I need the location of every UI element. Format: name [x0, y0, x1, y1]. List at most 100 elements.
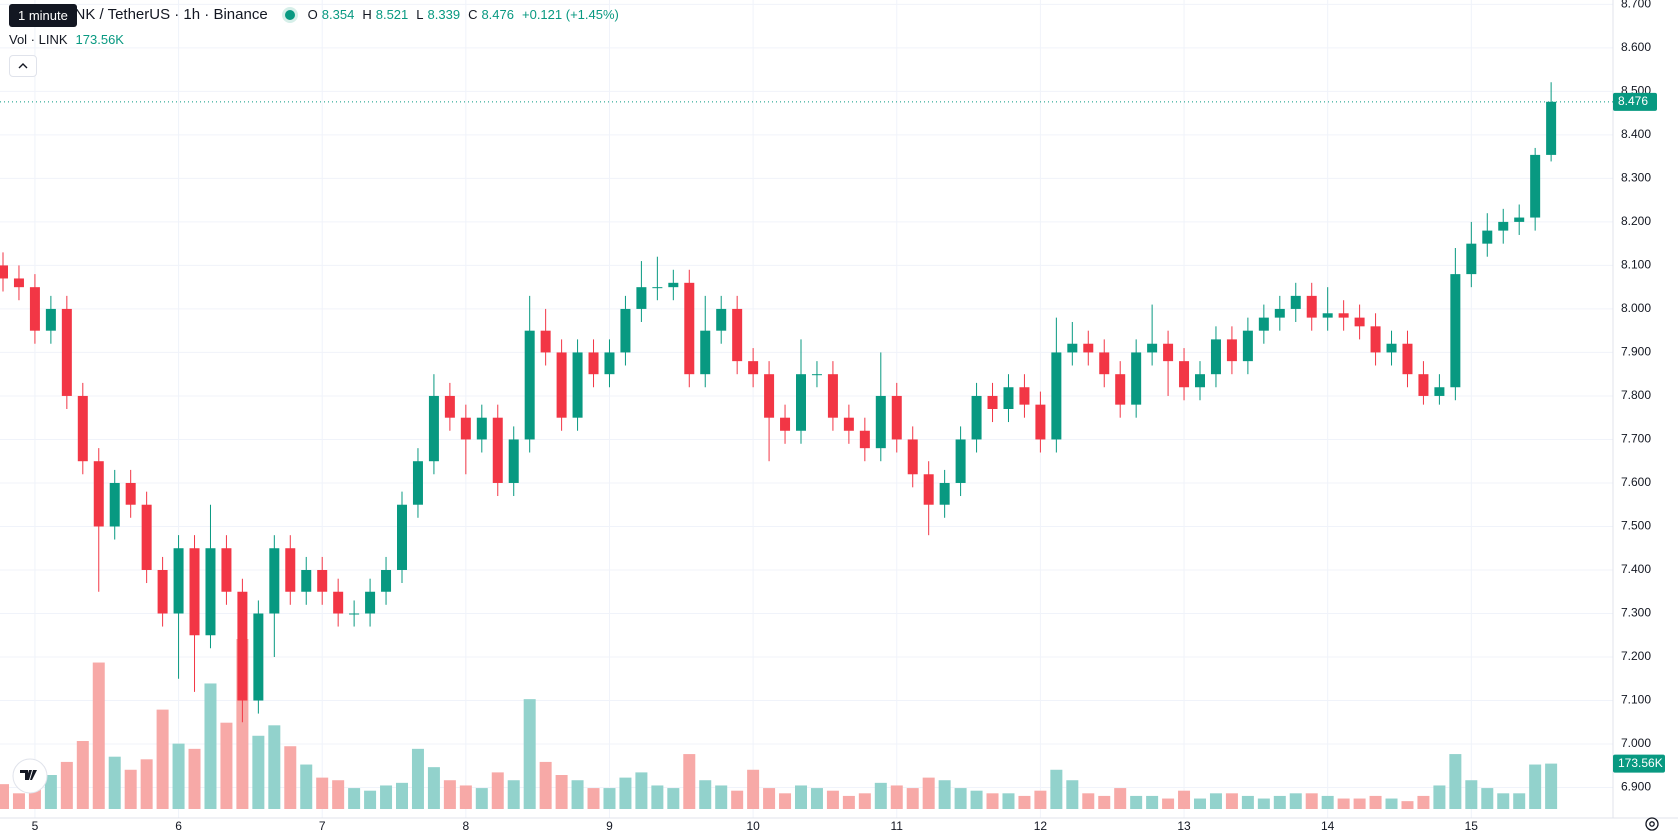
candle-body — [684, 282, 695, 375]
volume-bar — [970, 790, 983, 809]
logo — [12, 758, 48, 794]
tooltip: 1 minute — [9, 4, 77, 27]
volume-bar — [380, 785, 393, 809]
volume-bar — [1433, 785, 1446, 809]
y-tick-label: 7.100 — [1621, 693, 1651, 707]
candle-body — [524, 330, 535, 440]
volume-bar — [938, 780, 951, 809]
volume-bar — [1321, 795, 1334, 809]
volume-bar — [1401, 801, 1414, 809]
volume-bar — [76, 741, 89, 809]
candle-body — [285, 548, 296, 592]
candle-body — [1035, 404, 1046, 440]
symbol-title[interactable]: LINK / TetherUS · 1h · Binance — [62, 6, 268, 23]
volume-bar — [1209, 793, 1222, 809]
volume-bar — [810, 788, 823, 809]
candle-body — [843, 417, 854, 431]
volume-bar — [443, 780, 456, 809]
volume-bar — [1082, 793, 1095, 809]
volume-bar — [1497, 793, 1510, 809]
candle-body — [317, 569, 328, 592]
settings-inner — [1649, 821, 1655, 827]
y-tick-label: 8.700 — [1621, 0, 1651, 11]
volume-bar — [1273, 795, 1286, 809]
volume-bar — [332, 780, 345, 809]
volume-bar — [1353, 798, 1366, 809]
volume-bar — [1194, 798, 1206, 809]
settings-icon[interactable] — [1645, 817, 1659, 831]
candle-body — [859, 430, 870, 449]
volume-bar — [300, 764, 313, 809]
volume-bar — [1241, 795, 1254, 809]
volume-bar — [348, 788, 361, 809]
volume-bar — [523, 699, 536, 809]
x-tick-label: 5 — [32, 819, 39, 833]
candle-body — [588, 352, 599, 375]
volume-bar — [1146, 795, 1159, 809]
candle-body — [923, 474, 934, 505]
candle-body — [444, 395, 455, 418]
candle-body — [636, 287, 647, 309]
volume-bar — [1369, 795, 1382, 809]
x-tick-label: 14 — [1321, 819, 1335, 833]
candle-body — [620, 308, 631, 353]
volume-bar — [587, 788, 600, 809]
candle-body — [508, 439, 519, 483]
volume-bar — [268, 725, 281, 809]
candle-body — [716, 308, 727, 331]
candle-body — [1546, 101, 1557, 155]
candle-body — [237, 591, 248, 701]
candle-body — [13, 278, 24, 288]
volume-bar — [284, 746, 297, 809]
volume-bar — [491, 772, 504, 809]
volume-bar — [252, 735, 265, 809]
candle-body — [764, 374, 775, 418]
candle-body — [1179, 361, 1190, 388]
volume-bar — [1289, 793, 1302, 809]
volume-bar — [156, 709, 169, 809]
ohlc-label: O — [307, 7, 318, 22]
candle-body — [939, 482, 950, 505]
volume-bar — [603, 788, 616, 809]
volume-bar — [779, 793, 792, 809]
logo-mark — [20, 770, 37, 780]
volume-bar — [1225, 793, 1238, 809]
candle-body — [604, 352, 615, 375]
volume-bar — [108, 756, 121, 809]
volume-bar — [475, 788, 488, 809]
candle-body — [1290, 295, 1301, 309]
volume-bar — [1481, 788, 1494, 809]
volume-bar — [1513, 793, 1526, 809]
candle-body — [1242, 330, 1253, 362]
x-tick-label: 6 — [175, 819, 182, 833]
candle-body — [1067, 343, 1078, 353]
y-tick-label: 7.300 — [1621, 606, 1651, 620]
candle-body — [1434, 387, 1445, 396]
candle-body — [460, 417, 471, 440]
candle-body — [1099, 352, 1110, 375]
volume-bar — [571, 780, 584, 809]
volume-bar — [683, 754, 696, 809]
x-tick-label: 11 — [891, 819, 904, 833]
candle-body — [1195, 374, 1205, 388]
collapse-button[interactable] — [9, 55, 37, 77]
volume-bar — [124, 769, 137, 809]
candle-body — [141, 504, 152, 570]
candle-body — [1530, 154, 1541, 218]
candle-body — [1051, 352, 1062, 440]
candle-body — [1354, 317, 1365, 327]
volume-bar — [1305, 793, 1318, 809]
y-tick-label: 8.300 — [1621, 171, 1651, 185]
y-tick-label: 8.100 — [1621, 258, 1651, 272]
ohlc-label: C — [468, 7, 478, 22]
y-tick-label: 7.200 — [1621, 649, 1651, 663]
volume-bar — [140, 759, 153, 809]
ohlc-value: 8.521 — [375, 7, 409, 22]
candle-body — [157, 569, 168, 614]
ohlc-label: H — [362, 7, 372, 22]
volume-title[interactable]: Vol · LINK — [9, 32, 68, 47]
volume-bar — [92, 662, 105, 809]
candle-body — [700, 330, 711, 375]
